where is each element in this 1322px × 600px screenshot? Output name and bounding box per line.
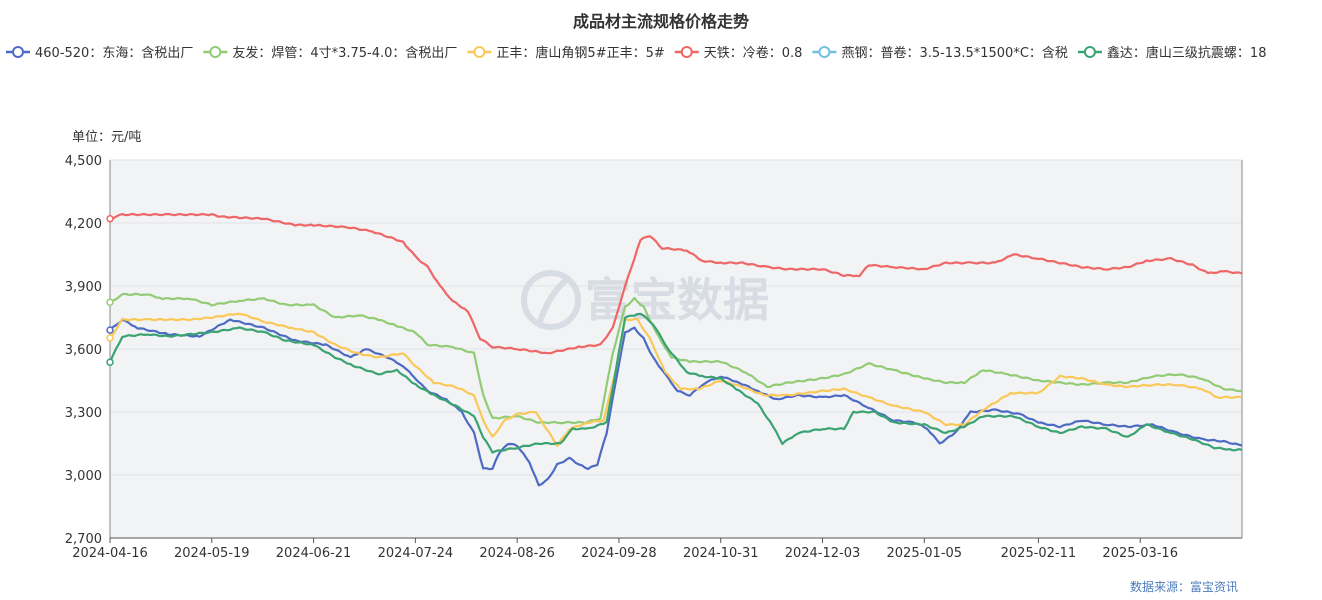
data-source: 数据来源：富宝资讯 [1130, 579, 1238, 594]
watermark-logo [521, 270, 581, 330]
legend-item-0[interactable]: 460-520：东海：含税出厂 [6, 45, 193, 61]
x-tick-label: 2024-05-19 [174, 546, 250, 561]
series-start-point-0 [106, 326, 114, 334]
legend-label: 天铁：冷卷：0.8 [704, 45, 803, 61]
watermark: 富宝数据 [585, 273, 769, 327]
y-tick-label: 2,700 [65, 532, 102, 547]
y-tick-label: 3,900 [65, 280, 102, 295]
legend-item-4[interactable]: 燕钢：普卷：3.5-13.5*1500*C：含税 [812, 45, 1068, 61]
x-tick-label: 2024-08-26 [479, 546, 555, 561]
x-tick-label: 2024-10-31 [683, 546, 759, 561]
x-tick-label: 2024-04-16 [72, 546, 148, 561]
legend-marker-icon [1083, 46, 1096, 58]
series-start-point-2 [106, 334, 114, 342]
y-tick-label: 4,500 [65, 154, 102, 169]
legend-item-3[interactable]: 天铁：冷卷：0.8 [674, 45, 803, 61]
series-start-point-3 [106, 214, 114, 223]
legend-item-1[interactable]: 友发：焊管：4寸*3.75-4.0：含税出厂 [203, 45, 457, 61]
legend-label: 正丰：唐山角钢5#正丰：5# [496, 45, 664, 61]
legend-marker-icon [209, 46, 222, 58]
x-tick-label: 2025-03-16 [1102, 546, 1178, 561]
y-tick-label: 3,300 [65, 406, 102, 421]
legend-item-2[interactable]: 正丰：唐山角钢5#正丰：5# [467, 45, 665, 61]
legend-item-5[interactable]: 鑫达：唐山三级抗震螺：18 [1077, 45, 1267, 61]
x-tick-label: 2024-07-24 [378, 546, 454, 561]
x-tick-label: 2025-01-05 [887, 546, 963, 561]
legend-label: 友发：焊管：4寸*3.75-4.0：含税出厂 [232, 45, 457, 61]
unit-label: 单位：元/吨 [72, 130, 141, 145]
series-line-5 [108, 312, 1243, 454]
x-tick-label: 2025-02-11 [1001, 546, 1077, 561]
x-tick-label: 2024-12-03 [785, 546, 861, 561]
series-lines [106, 212, 1243, 487]
series-start-point-1 [106, 298, 114, 307]
series-start-point-5 [106, 358, 114, 366]
x-tick-label: 2024-06-21 [276, 546, 352, 561]
x-tick-label: 2024-09-28 [581, 546, 657, 561]
legend-marker-icon [473, 46, 486, 58]
legend[interactable]: 460-520：东海：含税出厂 友发：焊管：4寸*3.75-4.0：含税出厂 正丰：… [6, 45, 1266, 61]
x-axis: 2024-04-16 2024-05-19 2024-06-21 2024-07-24… [72, 160, 1243, 561]
y-tick-label: 4,200 [65, 217, 102, 232]
series-line-2 [109, 312, 1243, 448]
grid-lines [110, 159, 1242, 476]
series-line-0 [109, 318, 1243, 487]
y-tick-label: 3,600 [65, 343, 102, 358]
legend-label: 燕钢：普卷：3.5-13.5*1500*C：含税 [841, 45, 1067, 61]
legend-marker-icon [680, 46, 693, 58]
legend-label: 460-520：东海：含税出厂 [35, 45, 193, 61]
legend-marker-icon [12, 46, 24, 58]
legend-marker-icon [818, 46, 831, 58]
chart-title: 成品材主流规格价格走势 [573, 12, 749, 31]
legend-label: 鑫达：唐山三级抗震螺：18 [1107, 45, 1267, 61]
y-axis: 2,700 3,000 3,300 3,600 3,900 4,200 4,500 [65, 154, 111, 547]
y-tick-label: 3,000 [65, 469, 102, 484]
series-line-3 [109, 212, 1243, 355]
